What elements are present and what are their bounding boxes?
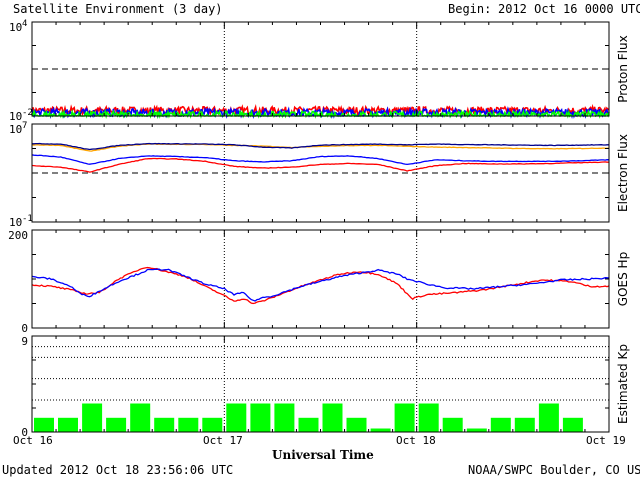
y-tick-label-top: 10 xyxy=(9,123,22,136)
x-tick-oct19: Oct 19 xyxy=(586,434,626,447)
y-axis-label: GOES Hp xyxy=(616,252,630,306)
y-tick-label-bottom: 0 xyxy=(21,426,28,439)
x-tick-oct18: Oct 18 xyxy=(396,434,436,447)
y-tick-label-bottom: 10 xyxy=(9,110,22,123)
y-tick-exponent-bottom: -2 xyxy=(22,108,33,118)
kp-bar xyxy=(178,417,199,432)
kp-bar xyxy=(250,403,271,432)
kp-bar xyxy=(58,417,78,432)
kp-bar xyxy=(346,417,367,432)
kp-bar xyxy=(34,417,54,432)
series-darkblue xyxy=(32,142,609,151)
series-red xyxy=(31,157,610,173)
begin-value: 2012 Oct 16 0000 UTC xyxy=(498,2,640,16)
kp-bar xyxy=(394,403,415,432)
kp-bar xyxy=(154,417,175,432)
kp-bar xyxy=(82,403,103,432)
y-tick-label-top: 10 xyxy=(9,21,22,34)
kp-bar xyxy=(130,403,151,432)
kp-bar xyxy=(538,403,559,432)
y-tick-exponent-bottom: -1 xyxy=(22,214,33,224)
kp-bar xyxy=(466,428,487,432)
kp-bar xyxy=(298,417,319,432)
kp-bar xyxy=(490,417,511,432)
series-blue xyxy=(31,154,610,166)
panel-frame xyxy=(31,335,610,433)
kp-bar xyxy=(418,403,439,432)
kp-bar xyxy=(106,417,127,432)
begin-label: Begin: xyxy=(448,2,491,16)
credit-text: NOAA/SWPC Boulder, CO USA xyxy=(468,463,640,477)
y-axis-label: Electron Flux xyxy=(616,134,630,212)
y-axis-label: Estimated Kp xyxy=(616,344,630,424)
x-tick-oct17: Oct 17 xyxy=(203,434,243,447)
y-tick-label-bottom: 10 xyxy=(9,216,22,229)
y-tick-label-bottom: 0 xyxy=(21,322,28,335)
y-tick-label-top: 9 xyxy=(21,335,28,348)
kp-bar xyxy=(322,403,343,432)
kp-bar xyxy=(370,428,391,432)
kp-bar xyxy=(202,417,223,432)
kp-bar xyxy=(562,417,583,432)
x-tick-oct16: Oct 16 xyxy=(13,434,53,447)
x-axis-label: Universal Time xyxy=(272,448,374,462)
y-tick-exponent-top: 7 xyxy=(22,121,27,131)
panel-4: 9 0 Estimated Kp xyxy=(21,335,630,439)
chart-title: Satellite Environment (3 day) xyxy=(13,2,223,16)
y-tick-exponent-top: 4 xyxy=(22,19,27,29)
kp-bar xyxy=(274,403,295,432)
y-axis-label: Proton Flux xyxy=(616,35,630,102)
kp-bar xyxy=(226,403,247,432)
y-tick-label-top: 200 xyxy=(8,229,28,242)
updated-timestamp: Updated 2012 Oct 18 23:56:06 UTC xyxy=(2,463,233,477)
kp-bar xyxy=(514,417,535,432)
series-blue xyxy=(31,268,610,302)
panel-3: 200 0 GOES Hp xyxy=(8,229,630,335)
series-orange xyxy=(31,143,610,152)
kp-bar xyxy=(442,417,463,432)
